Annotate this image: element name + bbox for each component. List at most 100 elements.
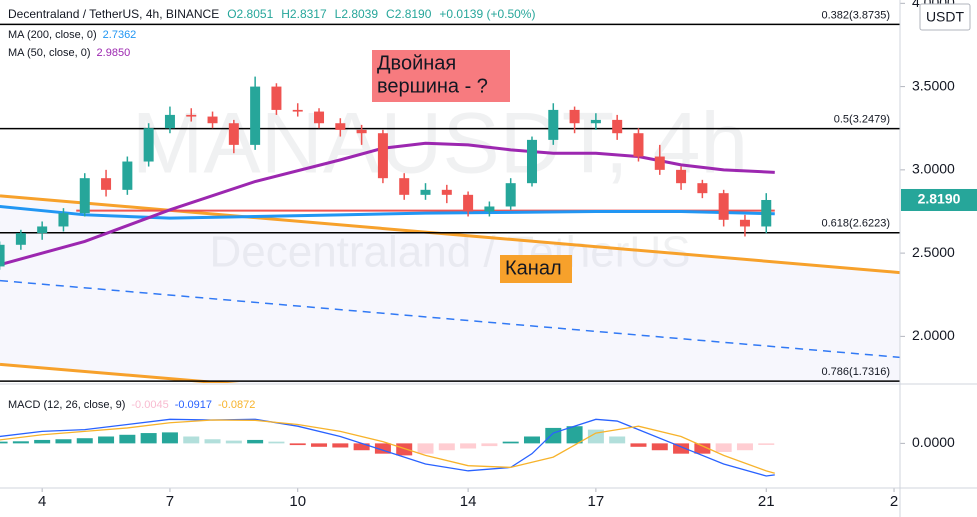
x-tick-label: 7 [166, 493, 174, 510]
candle-body [654, 156, 665, 170]
candle-body [37, 226, 48, 234]
annotation-text: Канал [505, 257, 562, 279]
candle-body [101, 178, 112, 190]
macd-legend: MACD (12, 26, close, 9) -0.0045 -0.0917 -0.… [8, 399, 255, 411]
legend-value: -0.0917 [175, 399, 212, 411]
legend-ohlc: L2.8039 [335, 7, 379, 21]
histogram-bar [460, 443, 477, 449]
legend-name: MA (50, close, 0) [8, 47, 91, 59]
candle-body [633, 133, 644, 157]
candle-body [250, 86, 261, 145]
y-tick-label: 2.5000 [912, 244, 955, 260]
candle-body [79, 178, 90, 214]
annotation-text: Двойная [377, 52, 456, 74]
candle-body [164, 114, 175, 129]
histogram-bar [566, 426, 583, 444]
x-tick-label: 21 [758, 493, 775, 510]
histogram-bar [289, 443, 306, 446]
candle-body [292, 109, 303, 112]
legend-value: 2.9850 [97, 47, 131, 59]
histogram-bar [247, 439, 264, 444]
currency-box [919, 3, 971, 31]
candle-body [314, 111, 325, 124]
last-price-label: 2.8190 [918, 191, 961, 207]
candle-body [335, 123, 346, 130]
histogram-bar [98, 436, 115, 444]
candle-body [484, 206, 495, 212]
histogram-bar [55, 439, 72, 444]
legend-value: -0.0045 [131, 399, 168, 411]
fib-label: 0.382(3.8735) [822, 9, 891, 21]
histogram-bar [311, 443, 328, 447]
annotation-box [372, 50, 510, 102]
candle-body [676, 169, 687, 184]
channel-middle [0, 279, 900, 359]
candle-body [143, 128, 154, 162]
x-tick-label: 17 [588, 493, 605, 510]
candle-body [58, 213, 69, 227]
legend-ohlc: C2.8190 [386, 7, 432, 21]
histogram-bar [694, 443, 711, 454]
ma-line [0, 205, 775, 220]
y-tick-label: 2.0000 [912, 327, 955, 343]
candle-body [271, 86, 282, 110]
y-tick-label: 0.0000 [912, 434, 955, 450]
legend-ma: MA (50, close, 0) 2.9850 [8, 47, 130, 59]
histogram-bar [417, 443, 434, 454]
candle-body [377, 133, 388, 179]
histogram-bar [545, 427, 562, 444]
candle-body [569, 109, 580, 124]
annotation-box [500, 255, 572, 283]
histogram-bar [76, 438, 93, 444]
last-price-badge [901, 188, 977, 211]
candle-body [441, 189, 452, 195]
histogram-bar [183, 436, 200, 444]
candle-body [548, 109, 559, 140]
histogram-bar [119, 434, 136, 444]
histogram-bar [0, 441, 8, 444]
histogram-bar [353, 443, 370, 451]
channel-fill [0, 195, 900, 383]
candle-body [186, 114, 197, 117]
ma-line [0, 141, 775, 267]
candle-body [526, 139, 537, 184]
legend-name: MA (200, close, 0) [8, 29, 97, 41]
legend-value: 2.7362 [103, 29, 137, 41]
legend-symbol-text: Decentraland / TetherUS, 4h, BINANCE [8, 7, 219, 21]
histogram-bar [374, 443, 391, 454]
histogram-bar [609, 436, 626, 444]
fib-label: 0.618(2.6223) [822, 218, 891, 230]
histogram-bar [523, 436, 540, 444]
candle-body [718, 193, 729, 220]
candle-body [590, 119, 601, 124]
histogram-bar [673, 443, 690, 454]
legend-symbol: Decentraland / TetherUS, 4h, BINANCE O2.8… [8, 7, 535, 21]
legend-ma: MA (200, close, 0) 2.7362 [8, 29, 136, 41]
annotation-text: вершина - ? [377, 75, 488, 97]
histogram-bar [758, 443, 775, 445]
legend-name: MACD (12, 26, close, 9) [8, 399, 125, 411]
macd-line [0, 419, 775, 474]
candle-body [463, 194, 474, 212]
legend-ohlc: O2.8051 [227, 7, 273, 21]
histogram-bar [438, 443, 455, 451]
macd-pane [0, 418, 775, 477]
histogram-bar [140, 433, 157, 444]
candle-body [207, 116, 218, 124]
channel-lower [0, 362, 240, 383]
histogram-bar [204, 439, 221, 444]
candle-body [420, 189, 431, 195]
legend-value: -0.0872 [218, 399, 255, 411]
x-tick-label: 4 [38, 493, 46, 510]
candle-body [697, 183, 708, 194]
histogram-bar [332, 443, 349, 448]
histogram-bar [651, 443, 668, 451]
candle-body [122, 161, 133, 190]
candle-body [761, 199, 772, 227]
currency-label: USDT [926, 9, 965, 25]
x-tick-label: 10 [289, 493, 306, 510]
y-tick-label: 3.5000 [912, 77, 955, 93]
